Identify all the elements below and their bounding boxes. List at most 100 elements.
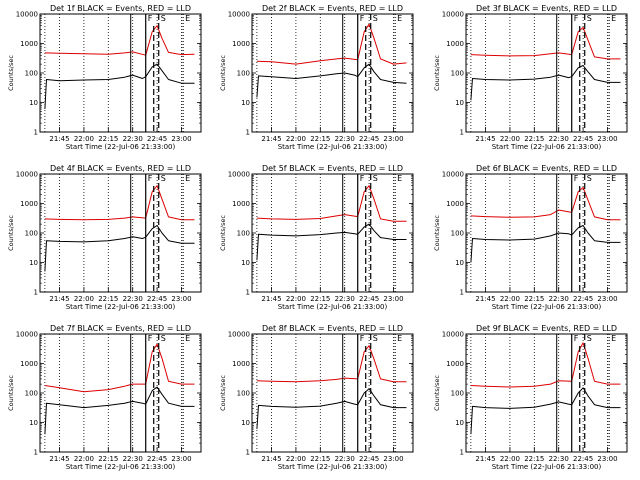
x-tick-label: 21:45 — [475, 455, 495, 463]
y-tick-label: 100 — [25, 70, 38, 78]
y-tick-label: 1 — [460, 449, 464, 457]
y-tick-label: 10000 — [228, 331, 250, 339]
y-tick-label: 10 — [29, 99, 38, 107]
marker-label: E — [185, 14, 190, 23]
x-tick-label: 22:00 — [500, 135, 520, 143]
panel-title: Det 5f BLACK = Events, RED = LLD — [262, 164, 403, 173]
marker-label: S — [373, 334, 378, 343]
x-tick-label: 22:45 — [147, 295, 167, 303]
panel-det-8: Det 8f BLACK = Events, RED = LLD 1 10 100 10… — [219, 324, 414, 471]
x-tick-label: 22:45 — [359, 455, 379, 463]
x-tick-label: 21:45 — [49, 295, 69, 303]
y-tick-label: 1000 — [20, 360, 38, 368]
x-tick-label: 22:00 — [74, 295, 94, 303]
marker-label: F — [574, 334, 579, 343]
x-axis-label: Start Time (22-Jul-06 21:33:00) — [66, 303, 176, 311]
plot-frame — [465, 173, 628, 293]
series-line-lld — [256, 345, 407, 383]
panel-det-5: Det 5f BLACK = Events, RED = LLD 1 10 100 10… — [219, 164, 414, 311]
marker-label: S — [161, 14, 166, 23]
marker-label: S — [161, 174, 166, 183]
plot-frame — [39, 173, 202, 293]
y-tick-label: 1000 — [232, 40, 250, 48]
x-tick-label: 21:45 — [475, 135, 495, 143]
marker-label: E — [611, 334, 616, 343]
y-tick-label: 10 — [29, 259, 38, 267]
panel-det-6: Det 6f BLACK = Events, RED = LLD 1 10 100 10… — [433, 164, 628, 311]
x-tick-label: 23:00 — [597, 295, 617, 303]
y-tick-label: 1 — [460, 129, 464, 137]
marker-label: S — [587, 14, 592, 23]
series-line-lld — [470, 26, 621, 60]
x-tick-label: 22:00 — [286, 455, 306, 463]
panel-title: Det 3f BLACK = Events, RED = LLD — [476, 4, 617, 13]
y-tick-label: 10000 — [442, 331, 464, 339]
x-tick-label: 22:45 — [359, 295, 379, 303]
marker-label: E — [611, 14, 616, 23]
x-tick-label: 22:45 — [573, 135, 593, 143]
y-tick-label: 10 — [455, 419, 464, 427]
x-tick-label: 22:15 — [98, 295, 118, 303]
series-line-events — [256, 223, 407, 261]
x-axis-label: Start Time (22-Jul-06 21:33:00) — [492, 303, 602, 311]
y-tick-label: 1 — [246, 129, 250, 137]
y-tick-label: 100 — [237, 230, 250, 238]
x-tick-label: 23:00 — [383, 135, 403, 143]
y-axis-label: Counts/sec — [7, 215, 15, 251]
y-tick-label: 100 — [25, 230, 38, 238]
x-axis-label: Start Time (22-Jul-06 21:33:00) — [278, 303, 388, 311]
marker-label: F — [360, 334, 365, 343]
y-tick-label: 100 — [25, 390, 38, 398]
y-axis-label: Counts/sec — [7, 375, 15, 411]
panel-det-9: Det 9f BLACK = Events, RED = LLD 1 10 100 10… — [433, 324, 628, 471]
marker-label: E — [185, 174, 190, 183]
x-tick-label: 22:00 — [74, 135, 94, 143]
x-tick-label: 21:45 — [49, 455, 69, 463]
x-tick-label: 22:30 — [123, 455, 143, 463]
y-tick-label: 1000 — [20, 200, 38, 208]
marker-label: F — [148, 14, 153, 23]
y-tick-label: 1000 — [446, 40, 464, 48]
y-tick-label: 10000 — [442, 171, 464, 179]
series-line-events — [256, 388, 407, 430]
x-tick-label: 22:00 — [500, 295, 520, 303]
x-tick-label: 22:00 — [286, 295, 306, 303]
y-tick-label: 1000 — [232, 200, 250, 208]
plot-frame — [251, 333, 414, 453]
series-line-lld — [44, 343, 195, 393]
y-tick-label: 100 — [451, 230, 464, 238]
y-tick-label: 10 — [241, 259, 250, 267]
x-tick-label: 22:45 — [573, 455, 593, 463]
plot-frame — [465, 13, 628, 133]
x-axis-label: Start Time (22-Jul-06 21:33:00) — [66, 463, 176, 471]
plot-frame — [39, 13, 202, 133]
x-tick-label: 23:00 — [383, 455, 403, 463]
y-tick-label: 1000 — [20, 40, 38, 48]
x-tick-label: 23:00 — [383, 295, 403, 303]
x-tick-label: 23:00 — [597, 455, 617, 463]
x-tick-label: 22:15 — [524, 455, 544, 463]
x-tick-label: 22:15 — [98, 455, 118, 463]
y-tick-label: 10000 — [228, 171, 250, 179]
x-tick-label: 22:30 — [123, 295, 143, 303]
marker-label: S — [587, 334, 592, 343]
x-tick-label: 22:45 — [147, 135, 167, 143]
marker-label: S — [587, 174, 592, 183]
y-tick-label: 10 — [241, 99, 250, 107]
y-tick-label: 100 — [237, 390, 250, 398]
marker-label: S — [373, 14, 378, 23]
y-tick-label: 1 — [246, 449, 250, 457]
x-tick-label: 22:45 — [359, 135, 379, 143]
series-line-lld — [470, 186, 621, 221]
marker-label: F — [574, 174, 579, 183]
x-tick-label: 22:00 — [74, 455, 94, 463]
x-tick-label: 22:15 — [524, 135, 544, 143]
y-axis-label: Counts/sec — [7, 55, 15, 91]
y-axis-label: Counts/sec — [433, 375, 441, 411]
x-axis-label: Start Time (22-Jul-06 21:33:00) — [278, 463, 388, 471]
x-tick-label: 21:45 — [261, 135, 281, 143]
plot-frame — [39, 333, 202, 453]
x-tick-label: 23:00 — [171, 295, 191, 303]
y-tick-label: 1 — [34, 129, 38, 137]
